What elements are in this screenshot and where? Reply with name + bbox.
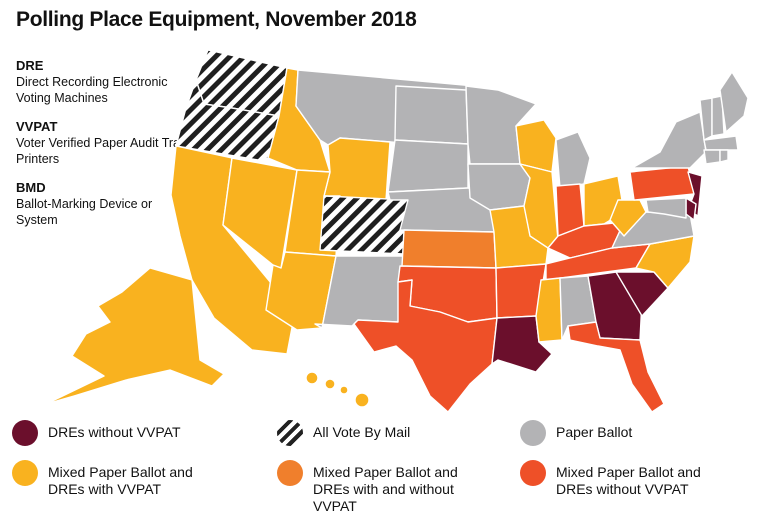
state-maryland bbox=[645, 197, 687, 219]
state-mississippi bbox=[535, 277, 563, 343]
state-hawaii-island bbox=[354, 392, 370, 408]
state-connecticut bbox=[703, 149, 721, 165]
state-north-dakota bbox=[394, 85, 469, 145]
legend-label-all-vote-by-mail: All Vote By Mail bbox=[313, 424, 411, 440]
state-kansas bbox=[401, 229, 497, 269]
glossary-definition-bmd: Ballot-Marking Device or System bbox=[16, 197, 153, 227]
state-wisconsin bbox=[515, 119, 557, 173]
state-illinois bbox=[519, 163, 559, 249]
state-south-dakota bbox=[387, 139, 469, 193]
state-pennsylvania bbox=[629, 165, 695, 201]
state-florida bbox=[567, 321, 665, 413]
state-colorado bbox=[319, 195, 409, 255]
legend-swatch-paper-ballot bbox=[520, 420, 546, 446]
legend-swatch-mixed-with-vvpat bbox=[12, 460, 38, 486]
glossary-term-vvpat: VVPAT bbox=[16, 119, 58, 134]
legend-label-dre-without-vvpat: DREs without VVPAT bbox=[48, 424, 181, 440]
map-title: Polling Place Equipment, November 2018 bbox=[16, 8, 417, 31]
state-hawaii-island bbox=[339, 385, 349, 395]
legend-label-paper-ballot: Paper Ballot bbox=[556, 424, 633, 440]
legend-swatch-mixed-with-and-without-vvpat bbox=[277, 460, 303, 486]
glossary: DRE Direct Recording Electronic Voting M… bbox=[16, 58, 196, 241]
state-massachusetts bbox=[703, 135, 739, 151]
us-map bbox=[45, 49, 749, 413]
state-new-york bbox=[631, 111, 707, 169]
state-rhode-island bbox=[719, 149, 729, 163]
state-maine bbox=[719, 71, 749, 133]
state-hawaii-island bbox=[324, 378, 336, 390]
legend-label-mixed-without-vvpat: Mixed Paper Ballot and DREs without VVPA… bbox=[556, 464, 701, 497]
state-alaska bbox=[45, 267, 225, 405]
legend-swatch-mixed-without-vvpat bbox=[520, 460, 546, 486]
state-michigan bbox=[555, 131, 591, 189]
state-wyoming bbox=[323, 137, 391, 201]
glossary-definition-dre: Direct Recording Electronic Voting Machi… bbox=[16, 75, 168, 105]
legend-swatch-dre-without-vvpat bbox=[12, 420, 38, 446]
glossary-term-dre: DRE bbox=[16, 58, 44, 73]
legend-swatch-all-vote-by-mail bbox=[277, 420, 303, 446]
legend-label-mixed-with-and-without-vvpat: Mixed Paper Ballot and DREs with and wit… bbox=[313, 464, 458, 514]
legend-item-dre-without-vvpat: DREs without VVPAT bbox=[12, 420, 242, 446]
legend-item-paper-ballot: Paper Ballot bbox=[520, 420, 750, 446]
legend-item-all-vote-by-mail: All Vote By Mail bbox=[277, 420, 507, 446]
state-texas bbox=[353, 279, 498, 413]
legend-item-mixed-with-vvpat: Mixed Paper Ballot and DREs with VVPAT bbox=[12, 460, 227, 498]
state-new-hampshire bbox=[711, 95, 725, 137]
legend-label-mixed-with-vvpat: Mixed Paper Ballot and DREs with VVPAT bbox=[48, 464, 193, 497]
glossary-term-bmd: BMD bbox=[16, 180, 46, 195]
state-hawaii-island bbox=[305, 371, 319, 385]
state-iowa bbox=[467, 163, 531, 211]
glossary-definition-vvpat: Voter Verified Paper Audit Trail Printer… bbox=[16, 136, 186, 166]
legend-item-mixed-with-and-without-vvpat: Mixed Paper Ballot and DREs with and wit… bbox=[277, 460, 492, 515]
legend-item-mixed-without-vvpat: Mixed Paper Ballot and DREs without VVPA… bbox=[520, 460, 735, 498]
